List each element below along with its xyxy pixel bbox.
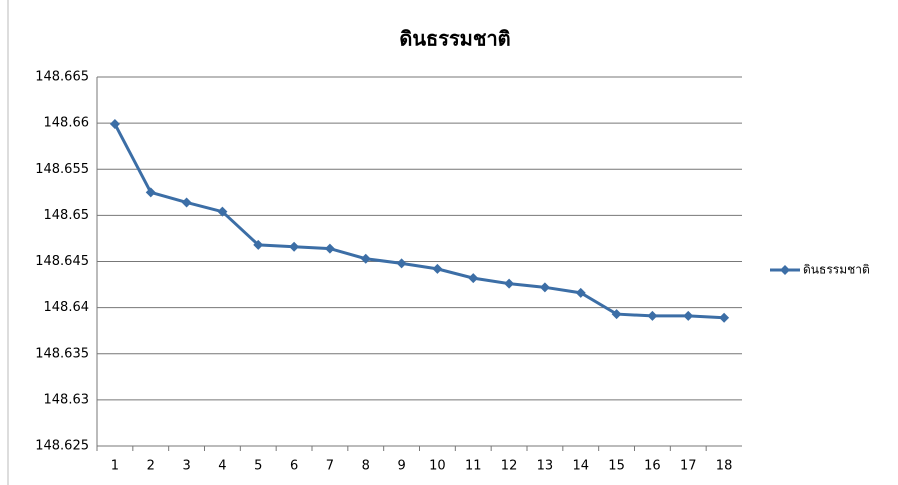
point-marker [217,206,228,217]
point-marker [719,312,730,323]
point-marker [647,310,658,321]
point-marker [611,309,622,320]
series-line [113,123,725,320]
point-marker [145,187,156,198]
x-tick-label: 16 [644,459,661,474]
point-marker [575,287,586,298]
y-tick-label: 148.655 [35,162,89,177]
x-tick-label: 13 [537,459,554,474]
x-tick-label: 1 [111,459,119,474]
x-tick-label: 10 [429,459,446,474]
x-tick-label: 3 [182,459,190,474]
point-marker [181,197,192,208]
x-tick-label: 17 [680,459,697,474]
x-tick-label: 15 [608,459,625,474]
y-tick-label: 148.66 [44,116,90,131]
point-marker [539,282,550,293]
point-marker [432,263,443,274]
y-tick-label: 148.635 [35,346,89,361]
point-marker [360,253,371,264]
x-tick-label: 18 [716,459,733,474]
x-tick-label: 11 [465,459,482,474]
x-tick-label: 7 [326,459,334,474]
legend-marker [780,265,790,275]
x-tick-label: 5 [254,459,262,474]
chart-title: ดินธรรมชาติ [399,27,510,51]
x-tick-label: 9 [397,459,405,474]
point-marker [468,273,479,284]
y-tick-label: 148.64 [44,300,90,315]
x-tick-label: 14 [572,459,589,474]
legend-label: ดินธรรมชาติ [803,263,870,277]
y-tick-label: 148.63 [44,392,90,407]
point-marker [253,239,264,250]
y-tick-label: 148.65 [44,208,90,223]
point-marker [324,243,335,254]
point-marker [683,310,694,321]
x-tick-label: 2 [147,459,155,474]
x-tick-label: 12 [501,459,518,474]
point-marker [504,278,515,289]
y-tick-label: 148.665 [35,70,89,85]
y-tick-label: 148.625 [35,439,89,454]
x-tick-label: 6 [290,459,298,474]
y-tick-label: 148.645 [35,254,89,269]
point-marker [109,119,120,130]
x-tick-label: 8 [362,459,370,474]
point-marker [289,241,300,252]
x-tick-label: 4 [218,459,226,474]
point-marker [396,258,407,269]
